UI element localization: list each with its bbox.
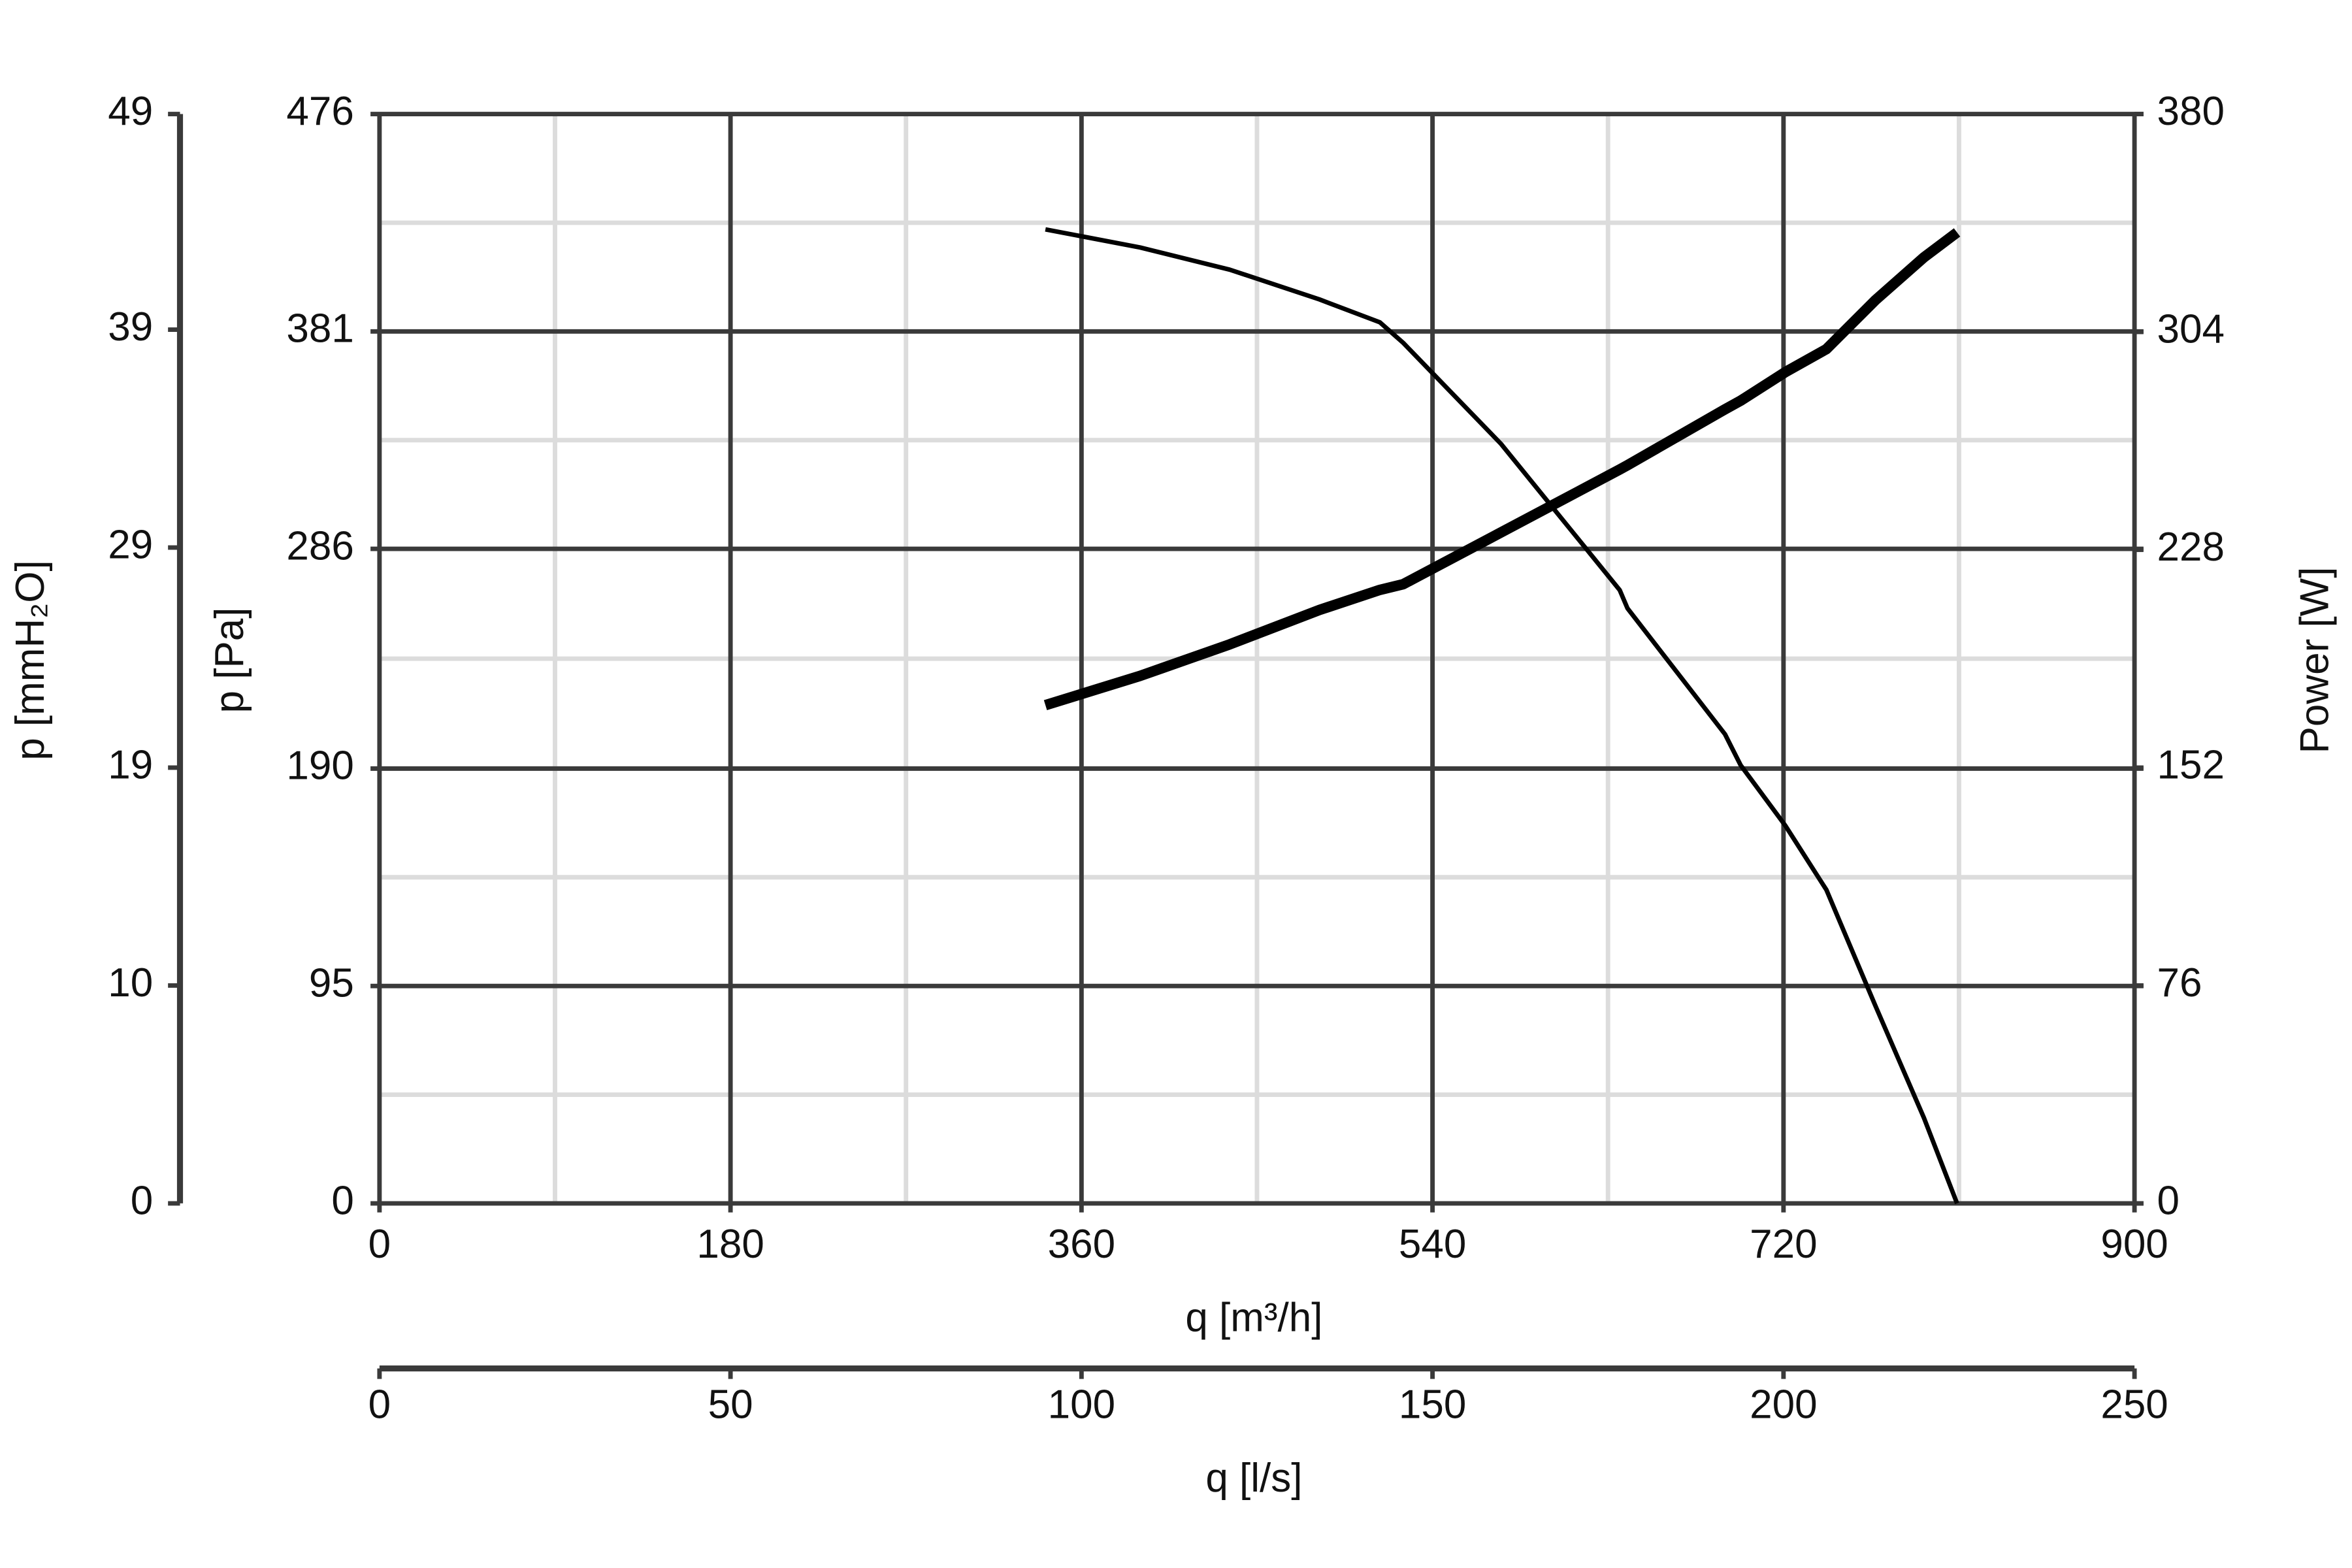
- pressure-curve: [1045, 227, 1959, 1205]
- x-tick-label: 540: [1399, 1222, 1466, 1267]
- grid: [168, 112, 2144, 1379]
- y-axis-label: p [Pa]: [207, 608, 252, 713]
- y3-tick-label: 49: [108, 89, 153, 134]
- x2-tick-label: 50: [708, 1382, 753, 1428]
- y-tick-label: 476: [286, 89, 353, 134]
- x2-axis-label: q [l/s]: [1205, 1456, 1302, 1501]
- y-tick-label: 95: [309, 961, 354, 1006]
- x-tick-label: 900: [2100, 1222, 2168, 1267]
- y2-tick-label: 380: [2157, 89, 2225, 134]
- power-curve: [1043, 228, 1961, 710]
- x-tick-label: 180: [696, 1222, 764, 1267]
- y2-axis-label: Power [W]: [2293, 567, 2338, 754]
- x2-tick-label: 100: [1048, 1382, 1115, 1428]
- y-tick-label: 0: [331, 1178, 353, 1223]
- y2-tick-label: 152: [2157, 742, 2225, 787]
- x-tick-label: 360: [1048, 1222, 1115, 1267]
- x2-tick-label: 250: [2100, 1382, 2168, 1428]
- y3-tick-label: 29: [108, 522, 153, 567]
- x-tick-label: 720: [1750, 1222, 1817, 1267]
- x2-tick-label: 0: [368, 1382, 391, 1428]
- y2-tick-label: 0: [2157, 1178, 2180, 1223]
- y-tick-label: 381: [286, 306, 353, 351]
- y3-axis-label: p [mmH₂O]: [8, 560, 53, 760]
- y2-tick-label: 76: [2157, 960, 2202, 1005]
- y3-tick-label: 0: [131, 1178, 153, 1223]
- y3-tick-label: 39: [108, 304, 153, 350]
- x-tick-label: 0: [368, 1222, 391, 1267]
- y2-tick-label: 304: [2157, 306, 2225, 351]
- y-tick-label: 286: [286, 523, 353, 568]
- x-axis-label: q [m³/h]: [1185, 1295, 1322, 1340]
- marks: [1043, 227, 1961, 1205]
- x2-tick-label: 200: [1750, 1382, 1817, 1428]
- y-tick-label: 190: [286, 743, 353, 789]
- x2-tick-label: 150: [1399, 1382, 1466, 1428]
- y2-tick-label: 228: [2157, 525, 2225, 570]
- y3-tick-label: 19: [108, 742, 153, 787]
- y3-tick-label: 10: [108, 960, 153, 1005]
